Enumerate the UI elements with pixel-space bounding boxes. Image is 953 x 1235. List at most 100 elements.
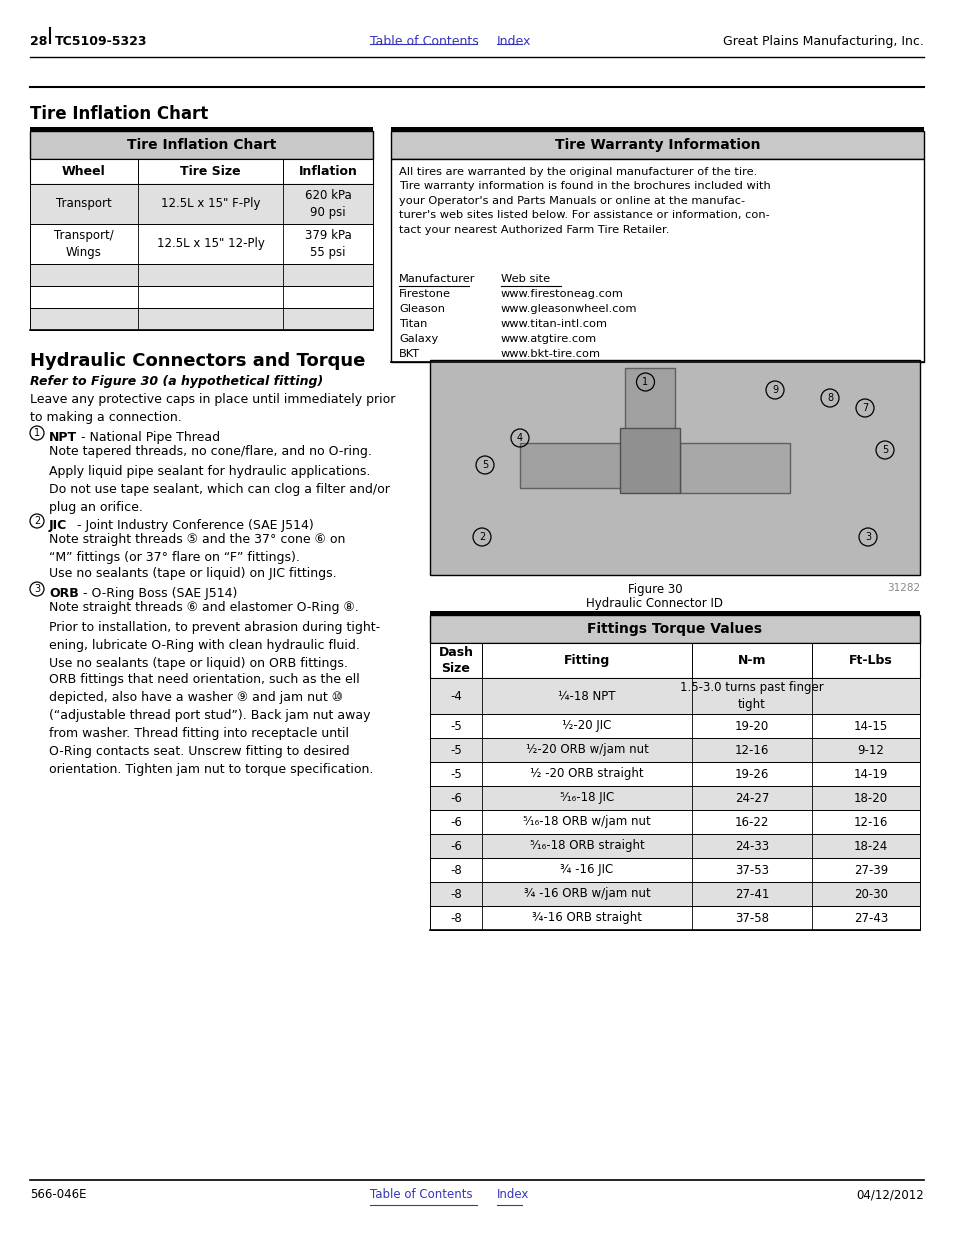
Bar [430, 858, 919, 882]
Bar [30, 184, 373, 224]
Text: Refer to Figure 30 (a hypothetical fitting): Refer to Figure 30 (a hypothetical fitti… [30, 375, 323, 388]
Text: 04/12/2012: 04/12/2012 [856, 1188, 923, 1202]
Text: 37-58: 37-58 [734, 911, 768, 925]
Bar [30, 308, 373, 330]
Text: BKT: BKT [398, 350, 419, 359]
Text: TC5109-5323: TC5109-5323 [55, 35, 148, 48]
Text: 1: 1 [641, 377, 648, 387]
Text: Gleason: Gleason [398, 304, 444, 314]
Text: -6: -6 [450, 815, 461, 829]
Text: JIC: JIC [49, 519, 67, 532]
Bar [30, 224, 373, 264]
Text: ¼-18 NPT: ¼-18 NPT [558, 689, 615, 703]
Bar [430, 739, 919, 762]
Text: Hydraulic Connector ID: Hydraulic Connector ID [586, 597, 722, 610]
Text: NPT: NPT [49, 431, 77, 445]
Bar [30, 264, 373, 287]
Bar [391, 127, 923, 131]
Text: Dash
Size: Dash Size [438, 646, 473, 676]
Bar [430, 611, 919, 615]
Text: Galaxy: Galaxy [398, 333, 437, 345]
Text: 12.5L x 15" 12-Ply: 12.5L x 15" 12-Ply [156, 237, 264, 251]
Text: Note straight threads ⑥ and elastomer O-Ring ⑧.: Note straight threads ⑥ and elastomer O-… [49, 601, 358, 614]
Bar [430, 643, 919, 678]
Text: -8: -8 [450, 911, 461, 925]
Text: 18-24: 18-24 [853, 840, 887, 852]
Bar [391, 159, 923, 362]
Text: ¾-16 ORB straight: ¾-16 ORB straight [532, 911, 641, 925]
Text: Note tapered threads, no cone/flare, and no O-ring.: Note tapered threads, no cone/flare, and… [49, 445, 372, 458]
Bar [430, 810, 919, 834]
Text: -4: -4 [450, 689, 461, 703]
Bar [430, 714, 919, 739]
Text: 5: 5 [481, 459, 488, 471]
Text: 12.5L x 15" F-Ply: 12.5L x 15" F-Ply [161, 198, 260, 210]
Text: 1: 1 [34, 429, 40, 438]
Text: Transport/
Wings: Transport/ Wings [54, 228, 113, 259]
Text: Tire Inflation Chart: Tire Inflation Chart [127, 138, 276, 152]
Bar [430, 359, 919, 576]
Text: Index: Index [497, 1188, 529, 1202]
Text: - Joint Industry Conference (SAE J514): - Joint Industry Conference (SAE J514) [73, 519, 314, 532]
Text: 27-41: 27-41 [734, 888, 768, 900]
Text: ¾ -16 JIC: ¾ -16 JIC [559, 863, 613, 877]
Bar [30, 287, 373, 308]
Text: 2: 2 [478, 532, 485, 542]
Text: 12-16: 12-16 [734, 743, 768, 757]
Text: 3: 3 [864, 532, 870, 542]
Text: 620 kPa
90 psi: 620 kPa 90 psi [304, 189, 351, 219]
Bar [679, 442, 790, 493]
Text: 24-27: 24-27 [734, 792, 768, 804]
Text: -5: -5 [450, 720, 461, 732]
Text: 37-53: 37-53 [734, 863, 768, 877]
Text: Web site: Web site [500, 274, 550, 284]
Text: - National Pipe Thread: - National Pipe Thread [77, 431, 220, 445]
Text: Tire Warranty Information: Tire Warranty Information [554, 138, 760, 152]
Bar [430, 678, 919, 714]
Text: N-m: N-m [737, 655, 765, 667]
Text: Wheel: Wheel [62, 165, 106, 178]
Text: ⁵⁄₁₆-18 JIC: ⁵⁄₁₆-18 JIC [559, 792, 614, 804]
Text: -5: -5 [450, 767, 461, 781]
Text: 12-16: 12-16 [853, 815, 887, 829]
Text: Index: Index [497, 35, 531, 48]
Bar [391, 131, 923, 159]
Text: 19-26: 19-26 [734, 767, 768, 781]
Text: Firestone: Firestone [398, 289, 451, 299]
Text: Titan: Titan [398, 319, 427, 329]
Text: www.bkt-tire.com: www.bkt-tire.com [500, 350, 600, 359]
Bar [430, 906, 919, 930]
Text: Fittings Torque Values: Fittings Torque Values [587, 622, 761, 636]
Text: Prior to installation, to prevent abrasion during tight-
ening, lubricate O-Ring: Prior to installation, to prevent abrasi… [49, 621, 379, 671]
Text: ⁵⁄₁₆-18 ORB straight: ⁵⁄₁₆-18 ORB straight [529, 840, 643, 852]
Bar [430, 762, 919, 785]
Bar [30, 159, 373, 184]
Text: 31282: 31282 [886, 583, 919, 593]
Text: - O-Ring Boss (SAE J514): - O-Ring Boss (SAE J514) [79, 587, 237, 600]
Text: www.firestoneag.com: www.firestoneag.com [500, 289, 623, 299]
Text: Use no sealants (tape or liquid) on JIC fittings.: Use no sealants (tape or liquid) on JIC … [49, 567, 336, 580]
Text: 20-30: 20-30 [853, 888, 887, 900]
Bar [430, 882, 919, 906]
Text: 2: 2 [34, 516, 40, 526]
Text: Great Plains Manufacturing, Inc.: Great Plains Manufacturing, Inc. [722, 35, 923, 48]
Bar [30, 127, 373, 131]
Text: Table of Contents: Table of Contents [370, 1188, 472, 1202]
Text: Apply liquid pipe sealant for hydraulic applications.
Do not use tape sealant, w: Apply liquid pipe sealant for hydraulic … [49, 466, 390, 514]
Text: Ft-Lbs: Ft-Lbs [848, 655, 892, 667]
Text: 16-22: 16-22 [734, 815, 768, 829]
Text: -8: -8 [450, 863, 461, 877]
Text: -6: -6 [450, 840, 461, 852]
Text: All tires are warranted by the original manufacturer of the tire.
Tire warranty : All tires are warranted by the original … [398, 167, 770, 235]
Text: Leave any protective caps in place until immediately prior
to making a connectio: Leave any protective caps in place until… [30, 393, 395, 424]
Text: Inflation: Inflation [298, 165, 357, 178]
Bar [625, 368, 675, 447]
Text: 18-20: 18-20 [853, 792, 887, 804]
Text: 9: 9 [771, 385, 778, 395]
Text: Tire Size: Tire Size [180, 165, 240, 178]
Text: Note straight threads ⑤ and the 37° cone ⑥ on
“M” fittings (or 37° flare on “F” : Note straight threads ⑤ and the 37° cone… [49, 534, 345, 564]
Text: ORB: ORB [49, 587, 79, 600]
Text: Figure 30: Figure 30 [627, 583, 681, 597]
Text: Hydraulic Connectors and Torque: Hydraulic Connectors and Torque [30, 352, 365, 370]
Text: www.gleasonwheel.com: www.gleasonwheel.com [500, 304, 637, 314]
